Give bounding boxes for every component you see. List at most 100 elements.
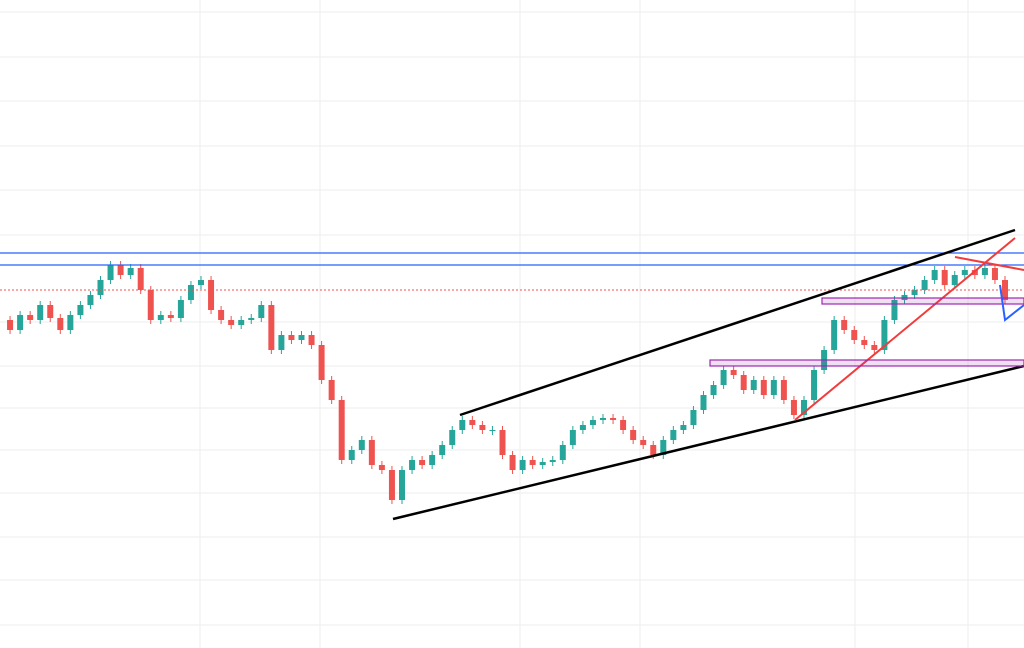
candle-body	[790, 400, 797, 415]
candle-body	[670, 430, 677, 440]
candle-body	[127, 268, 134, 275]
candle-body	[750, 380, 757, 390]
candle-body	[801, 400, 807, 415]
candle-body	[409, 460, 416, 470]
candle-body	[730, 370, 737, 375]
candle-body	[710, 385, 717, 395]
candle-body	[640, 440, 647, 445]
candle-body	[278, 335, 285, 350]
candle-body	[258, 305, 265, 318]
candle-body	[228, 320, 235, 325]
candle-body	[489, 430, 496, 431]
trend-line	[794, 237, 1016, 421]
candle-body	[931, 270, 938, 280]
channel-line	[459, 228, 1016, 417]
candle-body	[419, 460, 426, 465]
candle-body	[248, 318, 255, 320]
candle-body	[439, 445, 446, 455]
candle-body	[107, 265, 114, 280]
candle-body	[579, 425, 586, 430]
candle-body	[187, 285, 194, 300]
candle-body	[610, 418, 617, 420]
candle-body	[37, 305, 44, 320]
candle-body	[499, 430, 506, 455]
candle-body	[941, 270, 948, 285]
candle-body	[298, 335, 305, 340]
candle-body	[630, 430, 637, 440]
candle-body	[117, 265, 124, 275]
candle-body	[218, 310, 225, 320]
candle-body	[167, 315, 174, 318]
candle-body	[991, 268, 998, 280]
zone	[821, 297, 1024, 305]
candle-body	[851, 330, 858, 340]
candle-body	[760, 380, 767, 395]
candle-body	[67, 315, 74, 330]
candle-body	[97, 280, 104, 295]
candle-body	[881, 320, 888, 350]
candle-body	[921, 280, 928, 290]
candle-body	[147, 290, 154, 320]
candle-body	[981, 268, 988, 275]
candle-body	[399, 470, 405, 500]
candle-body	[569, 430, 576, 445]
candle-body	[328, 380, 335, 400]
candle-body	[459, 420, 466, 430]
candle-body	[811, 370, 818, 400]
candle-body	[358, 440, 365, 450]
candle-body	[841, 320, 848, 330]
projection	[999, 284, 1024, 322]
candle-body	[690, 410, 697, 425]
candle-body	[961, 270, 968, 275]
candle-body	[378, 465, 385, 470]
candle-body	[559, 445, 566, 460]
candle-body	[861, 340, 868, 345]
candle-body	[318, 345, 325, 380]
candle-body	[479, 425, 486, 430]
candle-body	[951, 275, 958, 285]
candle-body	[238, 320, 245, 325]
candle-body	[911, 290, 918, 295]
candle-body	[308, 335, 315, 345]
candle-body	[891, 300, 898, 320]
candle-body	[198, 280, 204, 285]
candle-body	[509, 455, 516, 470]
zone	[709, 359, 1024, 367]
candle-body	[7, 320, 14, 330]
candle-body	[157, 315, 164, 320]
candle-body	[529, 460, 536, 465]
candle-body	[620, 420, 627, 430]
candle-body	[47, 305, 54, 318]
candle-body	[720, 370, 727, 385]
candle-body	[831, 320, 838, 350]
candle-body	[268, 305, 275, 350]
drawings	[0, 228, 1024, 521]
candle-body	[338, 400, 345, 460]
candle-body	[469, 420, 476, 425]
candle-body	[680, 425, 687, 430]
candle-body	[368, 440, 375, 465]
candle-body	[449, 430, 456, 445]
candle-body	[348, 450, 355, 460]
candle-body	[27, 315, 34, 320]
candle-body	[549, 460, 556, 462]
candle-body	[650, 445, 657, 455]
candle-body	[600, 418, 606, 420]
trend-line	[954, 256, 1024, 271]
candle-body	[288, 335, 295, 340]
candle-body	[177, 300, 184, 318]
candle-body	[770, 380, 777, 395]
candle-body	[519, 460, 526, 470]
candle-body	[429, 455, 436, 465]
candle-body	[589, 420, 596, 425]
candle-body	[539, 462, 546, 465]
candle-body	[871, 345, 878, 350]
candle-body	[660, 440, 667, 455]
candle-body	[87, 295, 94, 305]
candle-body	[77, 305, 84, 315]
candle-body	[17, 315, 24, 330]
channel-line	[392, 364, 1024, 521]
candle-body	[388, 470, 395, 500]
